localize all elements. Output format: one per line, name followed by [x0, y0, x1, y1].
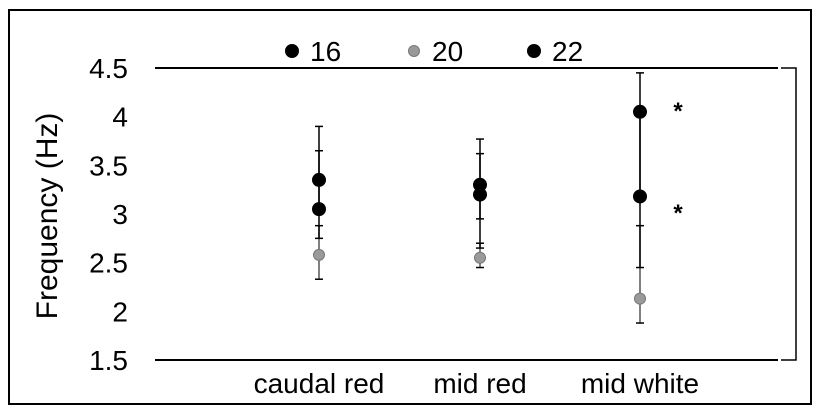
chart-frame — [8, 9, 812, 405]
data-point-series-20 — [313, 248, 325, 261]
data-point-series-22 — [312, 202, 326, 217]
x-category-label: caudal red — [254, 368, 385, 399]
y-tick-label: 2.5 — [89, 248, 128, 279]
legend-label: 20 — [432, 36, 463, 67]
axes-layer: 1.5 2 2.5 3 3.5 4 4.5 caudal red mid red mid whit… — [89, 53, 778, 399]
data-point-series-16 — [312, 172, 326, 187]
legend-label: 22 — [552, 36, 583, 67]
y-tick-label: 3.5 — [89, 150, 128, 181]
y-tick-label: 1.5 — [89, 345, 128, 376]
data-point-series-20 — [474, 251, 486, 264]
data-point-series-22 — [473, 187, 487, 202]
significance-annotation: * — [673, 98, 683, 125]
y-tick-label: 4.5 — [89, 53, 128, 84]
legend-marker — [285, 44, 299, 58]
x-category-label: mid white — [581, 368, 699, 399]
x-category-label: mid red — [433, 368, 526, 399]
data-point-series-22 — [633, 189, 647, 204]
legend-label: 16 — [310, 36, 341, 67]
y-tick-label: 3 — [112, 199, 128, 230]
y-axis-title: Frequency (Hz) — [31, 113, 64, 320]
point-layer: ** — [312, 98, 683, 305]
significance-annotation: * — [673, 200, 683, 227]
y-tick-label: 4 — [112, 102, 128, 133]
data-point-series-20 — [634, 292, 646, 305]
legend-marker — [408, 45, 420, 57]
legend: 16 20 22 — [285, 36, 583, 67]
legend-marker — [527, 44, 541, 58]
data-point-series-16 — [633, 104, 647, 119]
right-bracket — [781, 67, 797, 361]
y-tick-label: 2 — [112, 296, 128, 327]
